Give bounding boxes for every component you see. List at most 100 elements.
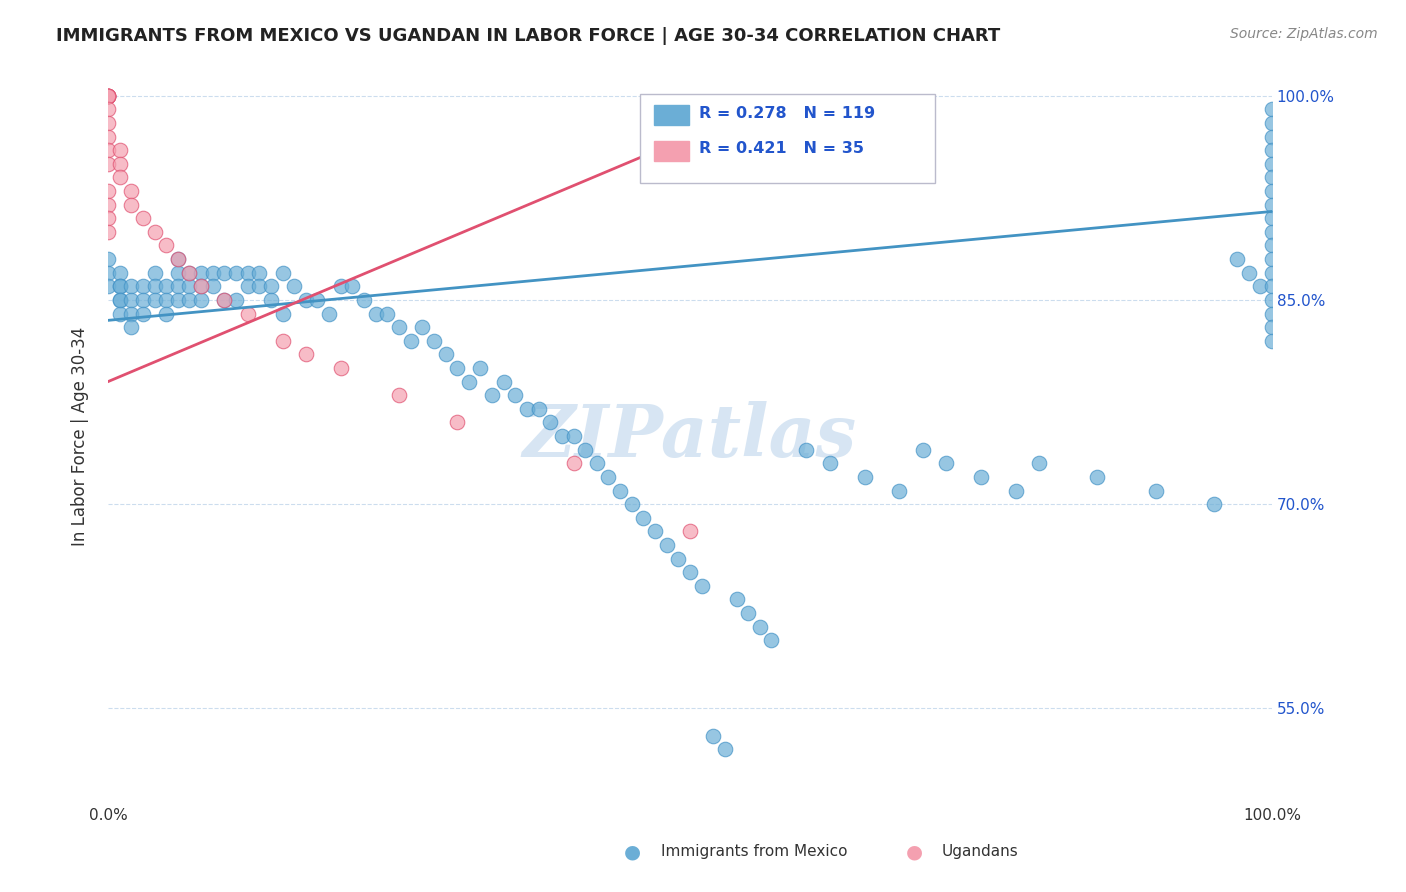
Point: [132, 293, 155, 307]
Point: [97, 252, 120, 266]
Y-axis label: In Labor Force | Age 30-34: In Labor Force | Age 30-34: [72, 326, 89, 546]
Point: [97, 103, 120, 117]
Point: [574, 442, 596, 457]
Point: [889, 483, 911, 498]
Point: [190, 279, 212, 293]
Point: [166, 293, 188, 307]
Point: [585, 456, 607, 470]
Point: [598, 470, 620, 484]
Point: [97, 184, 120, 198]
Point: [97, 88, 120, 103]
Point: [201, 266, 224, 280]
Point: [108, 279, 131, 293]
Point: [423, 334, 446, 348]
Point: [562, 429, 585, 443]
Text: Source: ZipAtlas.com: Source: ZipAtlas.com: [1230, 27, 1378, 41]
Point: [970, 470, 993, 484]
Text: IMMIGRANTS FROM MEXICO VS UGANDAN IN LABOR FORCE | AGE 30-34 CORRELATION CHART: IMMIGRANTS FROM MEXICO VS UGANDAN IN LAB…: [56, 27, 1001, 45]
Point: [247, 266, 270, 280]
Point: [505, 388, 527, 402]
Point: [1226, 252, 1249, 266]
Point: [166, 252, 188, 266]
Point: [120, 197, 142, 211]
Point: [690, 579, 713, 593]
Point: [295, 293, 318, 307]
Text: ●: ●: [624, 842, 641, 862]
Point: [225, 293, 247, 307]
Text: R = 0.421   N = 35: R = 0.421 N = 35: [699, 142, 863, 156]
Point: [120, 279, 142, 293]
Point: [748, 620, 770, 634]
Point: [179, 293, 201, 307]
Point: [143, 293, 166, 307]
Point: [97, 88, 120, 103]
Point: [108, 293, 131, 307]
Point: [1085, 470, 1108, 484]
Point: [283, 279, 305, 293]
Point: [1261, 170, 1284, 185]
Point: [190, 266, 212, 280]
Point: [97, 129, 120, 144]
Point: [108, 170, 131, 185]
Point: [1249, 279, 1271, 293]
Point: [551, 429, 574, 443]
Point: [737, 606, 759, 620]
Point: [644, 524, 666, 539]
Point: [1005, 483, 1028, 498]
Point: [329, 279, 352, 293]
Point: [236, 307, 259, 321]
Point: [108, 143, 131, 157]
Point: [155, 238, 177, 252]
Text: ZIPatlas: ZIPatlas: [523, 401, 858, 472]
Point: [236, 266, 259, 280]
Point: [97, 225, 120, 239]
Point: [97, 88, 120, 103]
Point: [1261, 307, 1284, 321]
Point: [179, 266, 201, 280]
Point: [1261, 157, 1284, 171]
Point: [201, 279, 224, 293]
Point: [271, 334, 294, 348]
Point: [166, 266, 188, 280]
Point: [97, 143, 120, 157]
Point: [342, 279, 364, 293]
Point: [1028, 456, 1050, 470]
Point: [166, 279, 188, 293]
Point: [679, 524, 702, 539]
Text: Ugandans: Ugandans: [942, 845, 1019, 859]
Point: [143, 266, 166, 280]
Point: [527, 401, 550, 416]
Point: [702, 729, 724, 743]
Point: [1144, 483, 1167, 498]
Point: [1261, 279, 1284, 293]
Point: [97, 211, 120, 226]
Point: [132, 279, 155, 293]
Point: [1261, 103, 1284, 117]
Point: [97, 88, 120, 103]
Point: [179, 266, 201, 280]
Point: [434, 347, 457, 361]
Point: [911, 442, 934, 457]
Point: [307, 293, 329, 307]
Point: [190, 279, 212, 293]
Point: [1261, 211, 1284, 226]
Point: [1261, 197, 1284, 211]
Point: [725, 592, 748, 607]
Point: [143, 279, 166, 293]
Point: [353, 293, 375, 307]
Point: [620, 497, 643, 511]
Point: [271, 266, 294, 280]
Point: [516, 401, 538, 416]
Point: [108, 307, 131, 321]
Point: [1237, 266, 1260, 280]
Point: [1261, 116, 1284, 130]
Point: [97, 88, 120, 103]
Point: [214, 266, 236, 280]
Point: [260, 293, 283, 307]
Point: [679, 565, 702, 579]
Point: [1261, 252, 1284, 266]
Point: [1261, 238, 1284, 252]
Point: [388, 320, 411, 334]
Point: [108, 157, 131, 171]
Point: [97, 266, 120, 280]
